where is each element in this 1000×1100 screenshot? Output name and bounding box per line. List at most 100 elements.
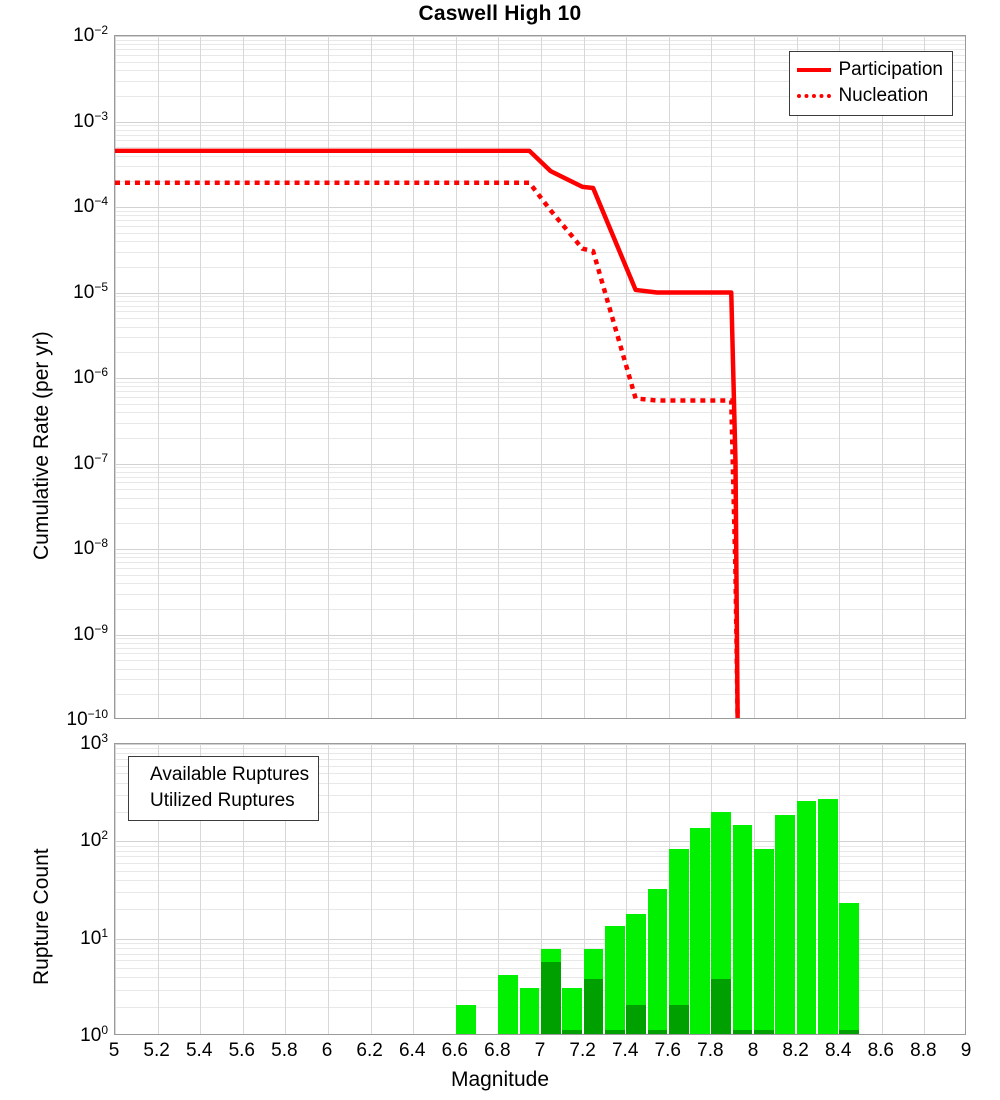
gridline-horizontal (115, 880, 965, 882)
bar-group[interactable] (647, 742, 668, 1034)
gridline-horizontal (115, 412, 965, 414)
bar-group[interactable] (711, 742, 732, 1034)
bar-group[interactable] (519, 742, 540, 1034)
y-tick-top: 10−10 (66, 706, 109, 731)
mfd-curves (115, 148, 740, 719)
gridline-horizontal (115, 134, 965, 136)
rupture-bars (115, 744, 965, 1034)
bar-group[interactable] (604, 742, 625, 1034)
bar-utilized-ruptures (562, 1029, 583, 1034)
top-legend: Participation Nucleation (789, 51, 953, 116)
gridline-horizontal (115, 508, 965, 510)
gridline-horizontal (115, 403, 965, 405)
gridline-horizontal (115, 220, 965, 222)
y-tick-top: 10−9 (73, 621, 108, 645)
x-tick: 7.8 (697, 1040, 724, 1061)
gridline-vertical (498, 36, 500, 718)
x-tick: 5.6 (228, 1040, 256, 1061)
gridline-horizontal (115, 759, 965, 761)
gridline-horizontal (115, 862, 965, 864)
bar-group[interactable] (562, 742, 583, 1034)
gridline-vertical (370, 744, 372, 1034)
bar-available-ruptures (690, 828, 710, 1034)
gridline-horizontal (115, 166, 965, 168)
gridline-horizontal (115, 953, 965, 955)
bar-group[interactable] (541, 742, 561, 1034)
gridline-horizontal (115, 44, 965, 46)
x-tick: 8.4 (824, 1040, 852, 1061)
bar-group[interactable] (839, 742, 859, 1034)
bar-available-ruptures (817, 798, 838, 1034)
x-tick: 9 (960, 1040, 972, 1061)
gridline-horizontal (115, 948, 965, 950)
gridline-horizontal (115, 892, 965, 894)
gridline-horizontal (115, 49, 965, 51)
bar-available-ruptures (754, 848, 774, 1034)
top-y-tick-labels: 10−2 10−3 10−4 10−5 10−6 10−7 10−8 10−9 10−10 (38, 23, 109, 730)
gridline-horizontal (115, 694, 965, 696)
x-tick: 8.6 (867, 1040, 895, 1061)
legend-item-participation[interactable]: Participation (797, 57, 943, 83)
gridline-horizontal (115, 54, 965, 56)
legend-label-available-ruptures: Available Ruptures (150, 764, 310, 785)
x-tick: 6.6 (441, 1040, 469, 1061)
bar-group[interactable] (583, 742, 604, 1034)
y-tick-top: 10−7 (73, 450, 108, 474)
bar-group[interactable] (498, 742, 519, 1034)
gridline-horizontal (115, 593, 965, 595)
y-tick-top: 10−4 (73, 193, 108, 218)
bar-group[interactable] (775, 742, 796, 1034)
gridline-horizontal (115, 567, 965, 569)
gridline-vertical (115, 36, 116, 718)
gridline-horizontal (115, 909, 965, 911)
nucleation-curve (115, 180, 740, 719)
bar-utilized-ruptures (647, 1029, 668, 1034)
rupture-count-plot: Available Ruptures Utilized Ruptures (114, 743, 966, 1035)
legend-item-nucleation[interactable]: Nucleation (797, 83, 943, 109)
x-tick: 6.4 (398, 1040, 426, 1061)
bar-group[interactable] (796, 742, 817, 1034)
y-tick-top: 10−6 (73, 364, 108, 389)
x-tick: 8 (747, 1040, 759, 1061)
gridline-horizontal (115, 870, 965, 872)
bar-group[interactable] (817, 742, 838, 1034)
gridline-vertical (370, 36, 372, 718)
bar-group[interactable] (732, 742, 753, 1034)
bar-group[interactable] (754, 742, 774, 1034)
bar-group[interactable] (668, 742, 689, 1034)
bar-available-ruptures (604, 925, 625, 1034)
bottom-y-tick-labels: 103 102 101 100 (38, 731, 108, 1046)
gridline-vertical (115, 744, 116, 1034)
x-tick: 5 (108, 1040, 120, 1061)
bar-available-ruptures (626, 914, 646, 1034)
gridline-horizontal (115, 497, 965, 499)
bar-group[interactable] (455, 742, 476, 1034)
gridline-horizontal (115, 653, 965, 655)
gridline-horizontal (115, 552, 965, 554)
gridline-horizontal (115, 296, 965, 298)
gridline-vertical (881, 744, 883, 1034)
gridline-horizontal (115, 207, 965, 208)
bar-available-ruptures (775, 814, 796, 1034)
gridline-vertical (285, 36, 287, 718)
gridline-horizontal (115, 181, 965, 183)
bar-available-ruptures (647, 888, 668, 1034)
bar-group[interactable] (690, 742, 710, 1034)
gridline-horizontal (115, 660, 965, 662)
gridline-horizontal (115, 155, 965, 157)
gridline-horizontal (115, 318, 965, 320)
legend-item-utilized-ruptures[interactable]: Utilized Ruptures (136, 788, 309, 814)
gridline-vertical (839, 744, 841, 1034)
gridline-horizontal (115, 967, 965, 969)
gridline-horizontal (115, 549, 965, 550)
gridline-vertical (626, 744, 628, 1034)
gridline-horizontal (115, 311, 965, 313)
bar-group[interactable] (626, 742, 646, 1034)
gridline-horizontal (115, 437, 965, 439)
bar-utilized-ruptures (604, 1029, 625, 1034)
legend-item-available-ruptures[interactable]: Available Ruptures (136, 762, 309, 788)
x-tick: 8.8 (910, 1040, 937, 1061)
bar-available-ruptures (711, 812, 732, 1034)
gridline-horizontal (115, 147, 965, 149)
